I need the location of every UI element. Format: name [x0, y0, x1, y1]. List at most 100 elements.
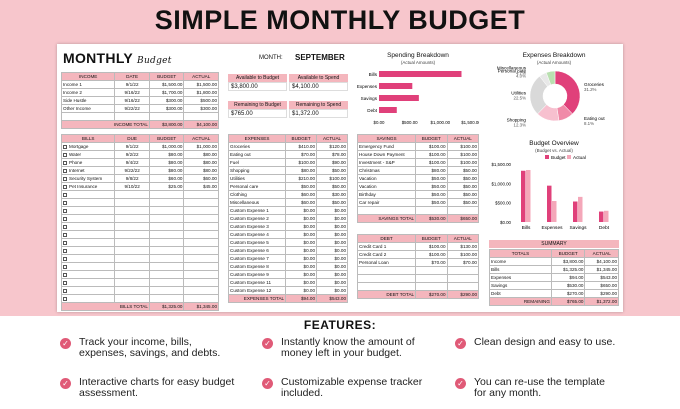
bills-cell[interactable]: [148, 222, 185, 231]
debt-cell[interactable]: [356, 282, 417, 291]
debt-cell[interactable]: [415, 266, 448, 275]
bills-cell[interactable]: $80.00: [183, 166, 219, 175]
expenses-cell[interactable]: $0.00: [316, 246, 348, 255]
debt-cell[interactable]: Credit Card 1: [356, 242, 417, 251]
summary-cell[interactable]: $270.00: [550, 289, 586, 298]
expenses-cell[interactable]: $0.00: [285, 238, 318, 247]
debt-cell[interactable]: [415, 274, 448, 283]
summary-cell[interactable]: Bills: [489, 265, 552, 274]
debt-cell[interactable]: [356, 274, 417, 283]
bills-cell[interactable]: [183, 214, 219, 223]
savings-cell[interactable]: [446, 206, 480, 215]
bills-cell[interactable]: [60, 278, 116, 287]
expenses-cell[interactable]: Custom Expense 11: [227, 278, 287, 287]
debt-cell[interactable]: [446, 282, 480, 291]
bills-cell[interactable]: $80.00: [183, 158, 219, 167]
bills-cell[interactable]: $80.00: [148, 150, 185, 159]
bills-cell[interactable]: [60, 262, 116, 271]
bills-cell[interactable]: [148, 294, 185, 303]
income-cell[interactable]: [60, 112, 116, 121]
bills-cell[interactable]: [60, 214, 116, 223]
summary-cell[interactable]: $3,800.00: [550, 257, 586, 266]
debt-cell[interactable]: [446, 274, 480, 283]
bills-cell[interactable]: [114, 270, 150, 279]
paid-checkbox[interactable]: [63, 168, 67, 173]
expenses-cell[interactable]: Custom Expense 4: [227, 230, 287, 239]
bills-cell[interactable]: [183, 254, 219, 263]
expenses-cell[interactable]: $410.00: [285, 142, 318, 151]
bills-cell[interactable]: $45.00: [183, 182, 219, 191]
bills-cell[interactable]: [114, 262, 150, 271]
bills-cell[interactable]: [60, 246, 116, 255]
debt-cell[interactable]: $100.00: [446, 250, 480, 259]
savings-cell[interactable]: $100.00: [415, 158, 448, 167]
income-cell[interactable]: Income 1: [60, 80, 116, 89]
income-cell[interactable]: [114, 112, 150, 121]
bills-cell[interactable]: [183, 190, 219, 199]
expenses-cell[interactable]: $210.00: [285, 174, 318, 183]
bills-cell[interactable]: 9/4/22: [114, 158, 150, 167]
income-cell[interactable]: $1,700.00: [148, 88, 185, 97]
summary-cell[interactable]: Debt: [489, 289, 552, 298]
expenses-cell[interactable]: $60.00: [285, 190, 318, 199]
expenses-cell[interactable]: $0.00: [285, 254, 318, 263]
income-cell[interactable]: Side Hustle: [60, 96, 116, 105]
bills-cell[interactable]: [60, 270, 116, 279]
bills-cell[interactable]: [183, 230, 219, 239]
expenses-cell[interactable]: $0.00: [316, 238, 348, 247]
expenses-cell[interactable]: Custom Expense 1: [227, 206, 287, 215]
bills-cell[interactable]: [114, 214, 150, 223]
debt-cell[interactable]: [356, 266, 417, 275]
expenses-cell[interactable]: $50.00: [316, 198, 348, 207]
expenses-cell[interactable]: $0.00: [285, 222, 318, 231]
savings-cell[interactable]: $50.00: [415, 198, 448, 207]
expenses-cell[interactable]: $78.00: [316, 150, 348, 159]
expenses-cell[interactable]: Fuel: [227, 158, 287, 167]
bills-cell[interactable]: [60, 198, 116, 207]
bills-cell[interactable]: [60, 222, 116, 231]
bills-cell[interactable]: [183, 206, 219, 215]
savings-cell[interactable]: [415, 206, 448, 215]
savings-cell[interactable]: $50.00: [415, 182, 448, 191]
expenses-cell[interactable]: $50.00: [316, 166, 348, 175]
bills-cell[interactable]: [148, 214, 185, 223]
income-cell[interactable]: 9/16/22: [114, 96, 150, 105]
summary-cell[interactable]: $1,325.00: [550, 265, 586, 274]
debt-cell[interactable]: Credit Card 2: [356, 250, 417, 259]
savings-cell[interactable]: $100.00: [446, 158, 480, 167]
expenses-cell[interactable]: Custom Expense 6: [227, 246, 287, 255]
expenses-cell[interactable]: $0.00: [285, 246, 318, 255]
paid-checkbox[interactable]: [63, 248, 67, 253]
expenses-cell[interactable]: $0.00: [285, 270, 318, 279]
expenses-cell[interactable]: $60.00: [285, 198, 318, 207]
bills-cell[interactable]: 9/10/22: [114, 182, 150, 191]
bills-cell[interactable]: [148, 246, 185, 255]
debt-cell[interactable]: [415, 282, 448, 291]
income-cell[interactable]: $300.00: [148, 104, 185, 113]
bills-cell[interactable]: [60, 190, 116, 199]
expenses-cell[interactable]: $0.00: [316, 214, 348, 223]
bills-cell[interactable]: [148, 254, 185, 263]
bills-cell[interactable]: [114, 230, 150, 239]
expenses-cell[interactable]: $100.00: [285, 158, 318, 167]
expenses-cell[interactable]: Utilities: [227, 174, 287, 183]
bills-cell[interactable]: 9/1/22: [114, 142, 150, 151]
paid-checkbox[interactable]: [63, 296, 67, 301]
savings-cell[interactable]: $50.00: [446, 182, 480, 191]
expenses-cell[interactable]: $0.00: [285, 278, 318, 287]
savings-cell[interactable]: $100.00: [415, 142, 448, 151]
bills-cell[interactable]: 9/22/22: [114, 166, 150, 175]
bills-cell[interactable]: [148, 238, 185, 247]
savings-cell[interactable]: $50.00: [446, 174, 480, 183]
bills-cell[interactable]: 9/2/22: [114, 150, 150, 159]
bills-cell[interactable]: [183, 262, 219, 271]
bills-cell[interactable]: [114, 286, 150, 295]
expenses-cell[interactable]: Custom Expense 8: [227, 262, 287, 271]
savings-cell[interactable]: $50.00: [415, 174, 448, 183]
expenses-cell[interactable]: $0.00: [316, 262, 348, 271]
income-cell[interactable]: Income 2: [60, 88, 116, 97]
expenses-cell[interactable]: $0.00: [316, 270, 348, 279]
paid-checkbox[interactable]: [63, 224, 67, 229]
expenses-cell[interactable]: Custom Expense 7: [227, 254, 287, 263]
expenses-cell[interactable]: $0.00: [285, 214, 318, 223]
